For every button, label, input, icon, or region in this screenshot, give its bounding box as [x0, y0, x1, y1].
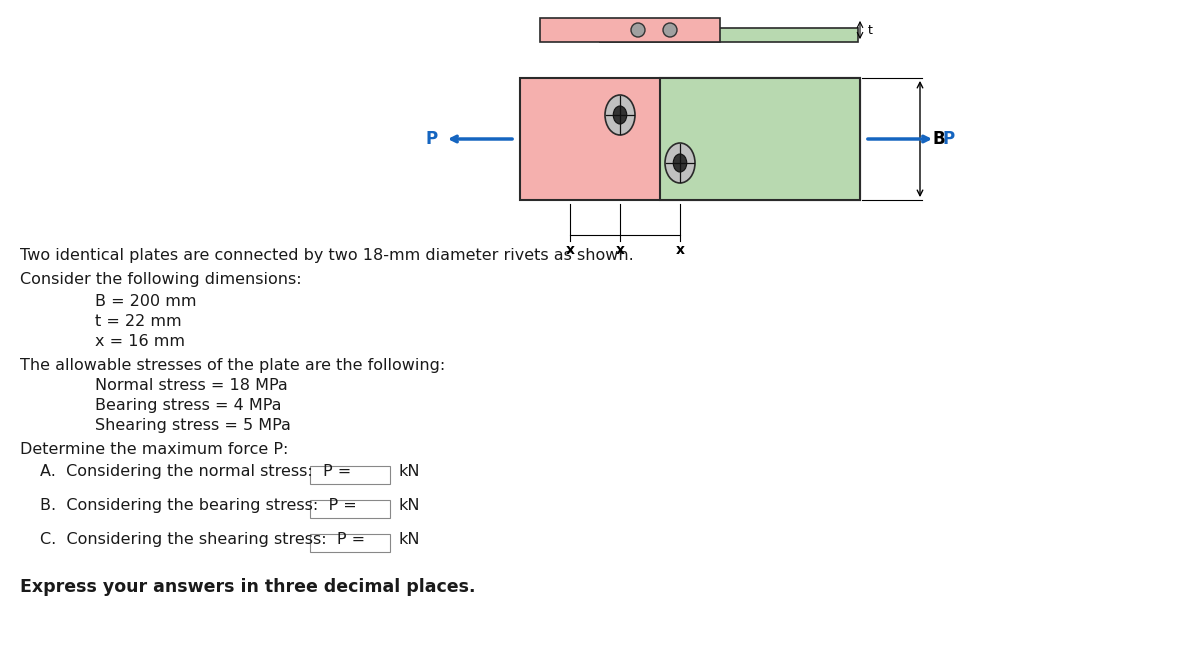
Text: A.  Considering the normal stress:  P =: A. Considering the normal stress: P = [40, 464, 352, 479]
Text: P: P [426, 130, 438, 148]
Text: kN: kN [398, 498, 420, 513]
Text: Shearing stress = 5 MPa: Shearing stress = 5 MPa [95, 418, 290, 433]
Text: B = 200 mm: B = 200 mm [95, 294, 197, 309]
Text: x: x [565, 243, 575, 257]
Text: Determine the maximum force P:: Determine the maximum force P: [20, 442, 288, 457]
Text: Bearing stress = 4 MPa: Bearing stress = 4 MPa [95, 398, 282, 413]
Text: x: x [676, 243, 684, 257]
Text: x = 16 mm: x = 16 mm [95, 334, 185, 349]
Text: kN: kN [398, 532, 420, 547]
Text: t: t [868, 23, 872, 37]
Ellipse shape [662, 23, 677, 37]
Bar [540, 18, 720, 42]
Bar [310, 466, 390, 484]
Text: Express your answers in three decimal places.: Express your answers in three decimal pl… [20, 578, 475, 596]
Text: Normal stress = 18 MPa: Normal stress = 18 MPa [95, 378, 288, 393]
Text: Two identical plates are connected by two 18-mm diameter rivets as shown.: Two identical plates are connected by tw… [20, 248, 634, 263]
Bar [520, 78, 860, 200]
Text: t = 22 mm: t = 22 mm [95, 314, 181, 329]
Text: P: P [942, 130, 954, 148]
Ellipse shape [665, 143, 695, 183]
Bar [600, 28, 858, 42]
Text: x: x [616, 243, 624, 257]
Text: C.  Considering the shearing stress:  P =: C. Considering the shearing stress: P = [40, 532, 365, 547]
Ellipse shape [631, 23, 646, 37]
Text: kN: kN [398, 464, 420, 479]
Bar [660, 78, 860, 200]
Text: The allowable stresses of the plate are the following:: The allowable stresses of the plate are … [20, 358, 445, 373]
Ellipse shape [605, 95, 635, 135]
Bar [310, 534, 390, 552]
Text: B: B [932, 130, 944, 148]
Text: B.  Considering the bearing stress:  P =: B. Considering the bearing stress: P = [40, 498, 356, 513]
Ellipse shape [613, 106, 626, 124]
Bar [310, 500, 390, 518]
Ellipse shape [673, 154, 686, 172]
Text: Consider the following dimensions:: Consider the following dimensions: [20, 272, 301, 287]
